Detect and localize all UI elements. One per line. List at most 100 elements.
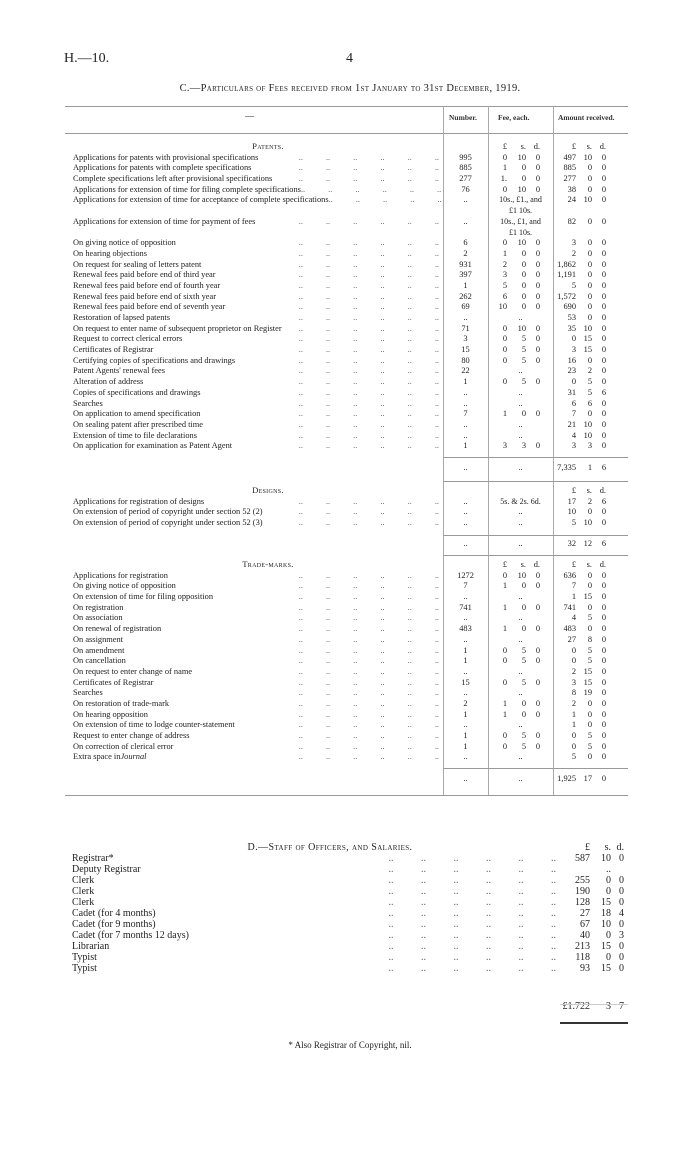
fee-text: 5s. & 2s. 6d. [500,496,541,506]
amount-lsd-header-shillings: s. [586,560,592,569]
row-description: Applications for registration [73,571,443,582]
spacer [443,228,488,239]
fee-cell: 5s. & 2s. 6d. [488,497,553,508]
fee-text: .. [518,666,523,676]
salary-amount: 255 0 0 [560,875,624,886]
fee-cell-pounds: 1 [502,581,507,591]
fee-cell: .. [488,613,553,624]
fee-text: .. [518,430,523,440]
dot-leader [147,752,444,763]
dot-leader [189,930,560,941]
amount-cell-shillings: 3 [587,441,592,451]
amount-cell-pence: 0 [601,398,606,408]
amount-cell-pence: 0 [601,280,606,290]
fee-cell-shillings: 5 [521,656,526,666]
amount-cell: 741 0 0 [553,603,628,614]
amount-cell-pence: 0 [601,518,606,528]
table-row: Certificates of Registrar150503150 [73,345,628,356]
fee-text: .. [518,688,523,698]
amount-cell-pence: 0 [601,507,606,517]
amount-cell: 35 10 0 [553,324,628,335]
fee-cell-shillings: 5 [521,355,526,365]
description-text: On extension of period of copyright unde… [73,518,263,528]
number-cell: 15 [461,677,470,687]
table-row: Renewal fees paid before end of third ye… [73,270,628,281]
table-row: On renewal of registration48310048300 [73,624,628,635]
number-cell: 1 [463,377,468,387]
dot-leader [176,238,443,249]
dot-leader [201,260,443,271]
dot-leader [153,345,443,356]
amount-cell-pence: 0 [601,613,606,623]
description-text: Certificates of Registrar [73,345,154,355]
fee-cell-shillings: 5 [521,741,526,751]
fee-cell-pounds: 0 [502,377,507,387]
number-cell: 1 [463,280,468,290]
number-cell: .. [463,752,468,762]
number-cell: 7 [463,409,468,419]
description-text: Certificates of Registrar [73,677,154,687]
dot-leader [103,688,443,699]
table-row: On cancellation1050050 [73,656,628,667]
dot-leader [225,302,443,313]
row-description: On request to enter name of subsequent p… [73,324,443,335]
amount-cell: 4 10 0 [553,431,628,442]
amount-cell-shillings: 15 [583,666,592,676]
fee-lsd-header: £ s. d. [488,142,553,153]
row-description: Applications for registration of designs [73,497,443,508]
staff-total-double-rule [560,1022,628,1024]
table-row: Certificates of Registrar150503150 [73,678,628,689]
amount-cell-pence: 0 [601,152,606,162]
description-text: Extension of time to file declarations [73,430,197,440]
amount-cell-pounds: 1,191 [557,270,576,280]
fee-cell-shillings: 3 [521,441,526,451]
fee-cell-pounds: 0 [502,184,507,194]
number-cell: .. [463,592,468,602]
spacer [73,228,443,239]
fee-cell-shillings: 5 [521,645,526,655]
salary-amount-pence [611,864,624,875]
continuation-row: £1 10s. [73,206,628,217]
spacer [72,1001,560,1012]
description-text: On application for examination as Patent… [73,441,233,451]
amount-cell-pounds: 0 [571,334,576,344]
amount-cell-shillings: 5 [587,387,592,397]
staff-position: Librarian [72,941,560,952]
amount-lsd-header: £ s. d. [553,142,628,153]
number-cell: 1 [463,731,468,740]
dot-leader [169,699,443,710]
salary-amount-shillings: 0 [606,930,611,941]
fee-cell-pence: 0 [535,677,540,687]
amount-cell-pounds: 7 [571,409,576,419]
dot-leader [200,388,443,399]
amount-cell-pounds: 636 [563,570,576,580]
row-description: On giving notice of opposition [73,581,443,592]
subtotal-rule [443,768,628,769]
number-cell: 262 [459,291,472,301]
fee-cell-pence: 0 [535,377,540,387]
fee-cell-shillings: 0 [521,698,526,708]
fee-text: .. [518,419,523,429]
amount-cell-pounds: 10 [567,507,576,517]
amount-cell: 10 0 0 [553,507,628,518]
amount-cell-pounds: 21 [567,419,576,429]
amount-cell-pounds: 0 [571,645,576,655]
fee-cell-shillings: 5 [521,677,526,687]
salary-amount-pence: 0 [619,886,624,897]
amount-cell-pence: 6 [601,496,606,506]
description-text: On request to enter name of subsequent p… [73,323,282,333]
description-text: On request for sealing of letters patent [73,259,202,269]
fee-cell-pounds: 10 [498,302,507,312]
dot-leader [114,853,560,864]
staff-total-amount-pence: 7 [619,1001,624,1012]
dot-leader [329,195,443,206]
fee-cell: .. [488,420,553,431]
fee-cell-shillings: 0 [521,270,526,280]
dot-leader [156,919,560,930]
row-description: On request to enter change of name [73,667,443,678]
salary-amount-pounds [560,864,590,875]
